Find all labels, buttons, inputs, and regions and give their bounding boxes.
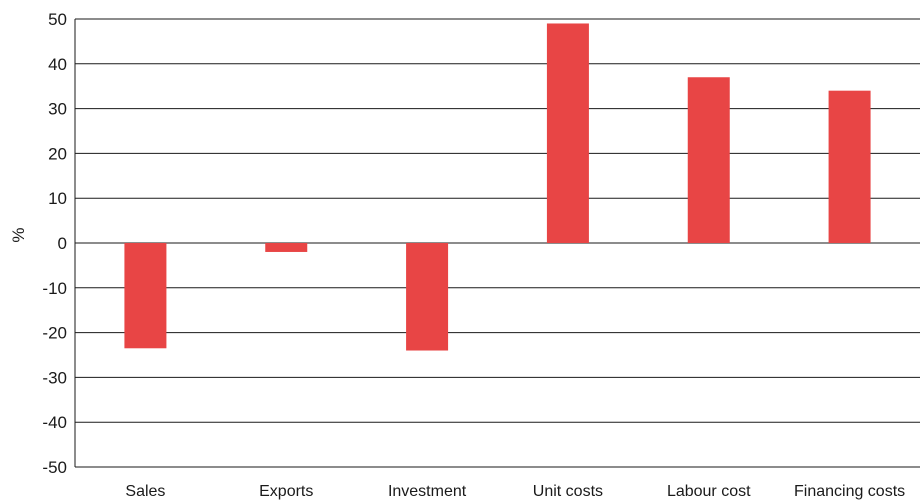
bar-financing-costs — [828, 90, 871, 244]
y-tick-label: -20 — [42, 324, 67, 343]
category-label: Sales — [125, 483, 165, 500]
y-tick-label: 10 — [48, 189, 67, 208]
y-axis-title: % — [9, 227, 28, 242]
y-tick-label: -40 — [42, 413, 67, 432]
category-label: Financing costs — [794, 483, 905, 500]
bar-exports — [265, 243, 308, 252]
y-tick-label: -30 — [42, 368, 67, 387]
bars — [124, 23, 871, 351]
y-tick-label: 20 — [48, 144, 67, 163]
y-tick-label: 0 — [58, 234, 67, 253]
category-labels: Sales Exports Investment Unit costs Labour c… — [125, 483, 905, 500]
y-tick-labels: 50 40 30 20 10 0 -10 -20 -30 -40 -50 — [42, 10, 67, 477]
category-label: Unit costs — [533, 483, 603, 500]
gridlines — [75, 18, 920, 468]
y-tick-label: 50 — [48, 10, 67, 29]
category-label: Labour cost — [667, 483, 751, 500]
y-tick-label: 40 — [48, 55, 67, 74]
bar-investment — [406, 243, 449, 351]
category-label: Investment — [388, 483, 467, 500]
y-tick-label: -50 — [42, 458, 67, 477]
y-tick-label: 30 — [48, 100, 67, 119]
bar-unit-costs — [546, 23, 589, 244]
y-tick-label: -10 — [42, 279, 67, 298]
category-label: Exports — [259, 483, 313, 500]
bar-labour-cost — [687, 77, 730, 244]
bar-sales — [124, 243, 167, 349]
